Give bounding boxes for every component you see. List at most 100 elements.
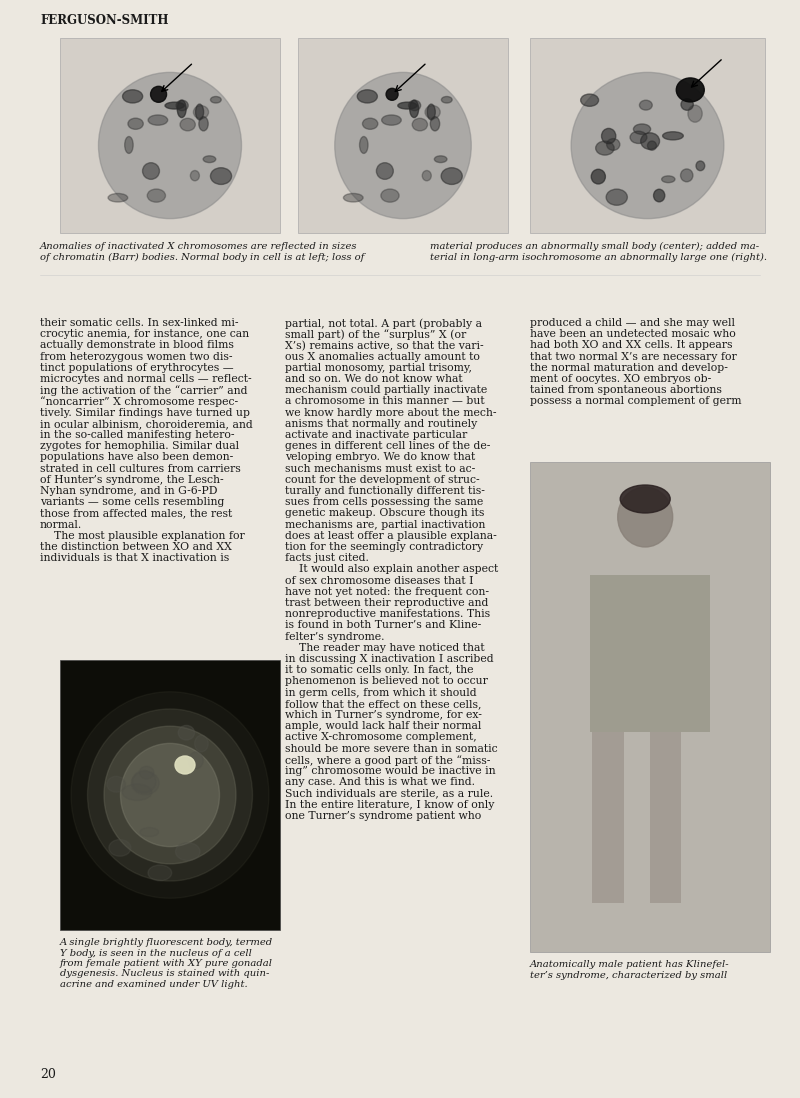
Ellipse shape [195, 104, 204, 120]
Ellipse shape [409, 100, 421, 111]
Ellipse shape [210, 97, 222, 103]
Ellipse shape [343, 193, 363, 202]
Ellipse shape [121, 743, 219, 847]
Ellipse shape [422, 170, 431, 181]
Text: The reader may have noticed that: The reader may have noticed that [285, 642, 485, 653]
Text: strated in cell cultures from carriers: strated in cell cultures from carriers [40, 463, 241, 473]
Ellipse shape [194, 105, 209, 119]
Text: sues from cells possessing the same: sues from cells possessing the same [285, 497, 483, 507]
Text: ing” chromosome would be inactive in: ing” chromosome would be inactive in [285, 766, 496, 776]
Text: the distinction between XO and XX: the distinction between XO and XX [40, 542, 232, 552]
Text: facts just cited.: facts just cited. [285, 553, 369, 563]
Ellipse shape [430, 116, 440, 131]
Ellipse shape [180, 119, 195, 131]
Text: tinct populations of erythrocytes —: tinct populations of erythrocytes — [40, 362, 234, 373]
Ellipse shape [203, 156, 216, 163]
Text: one Turner’s syndrome patient who: one Turner’s syndrome patient who [285, 810, 482, 821]
Ellipse shape [581, 94, 598, 107]
Bar [650, 731, 682, 903]
Text: a chromosome in this manner — but: a chromosome in this manner — but [285, 396, 485, 406]
Text: had both XO and XX cells. It appears: had both XO and XX cells. It appears [530, 340, 733, 350]
Text: “noncarrier” X chromosome respec-: “noncarrier” X chromosome respec- [40, 396, 238, 407]
Text: populations have also been demon-: populations have also been demon- [40, 452, 234, 462]
Text: tion for the seemingly contradictory: tion for the seemingly contradictory [285, 542, 483, 552]
Ellipse shape [618, 488, 673, 547]
Ellipse shape [630, 131, 647, 144]
Bar [530, 462, 770, 952]
Text: It would also explain another aspect: It would also explain another aspect [285, 564, 498, 574]
Text: FERGUSON-SMITH: FERGUSON-SMITH [40, 14, 169, 27]
Ellipse shape [647, 141, 657, 150]
Ellipse shape [148, 115, 168, 125]
Ellipse shape [382, 115, 402, 125]
Ellipse shape [654, 189, 665, 202]
Text: anisms that normally and routinely: anisms that normally and routinely [285, 418, 478, 429]
Ellipse shape [178, 100, 186, 117]
Text: actually demonstrate in blood films: actually demonstrate in blood films [40, 340, 234, 350]
Ellipse shape [639, 100, 652, 110]
Text: variants — some cells resembling: variants — some cells resembling [40, 497, 224, 507]
Ellipse shape [128, 119, 143, 130]
Bar [530, 38, 765, 233]
Text: veloping embryo. We do know that: veloping embryo. We do know that [285, 452, 475, 462]
Ellipse shape [602, 128, 616, 144]
Text: it to somatic cells only. In fact, the: it to somatic cells only. In fact, the [285, 665, 474, 675]
Text: crocytic anemia, for instance, one can: crocytic anemia, for instance, one can [40, 329, 249, 339]
Text: such mechanisms must exist to ac-: such mechanisms must exist to ac- [285, 463, 475, 473]
Ellipse shape [107, 776, 126, 793]
Text: those from affected males, the rest: those from affected males, the rest [40, 508, 232, 518]
Text: tively. Similar findings have turned up: tively. Similar findings have turned up [40, 407, 250, 417]
Text: ing the activation of the “carrier” and: ing the activation of the “carrier” and [40, 385, 247, 396]
Text: In the entire literature, I know of only: In the entire literature, I know of only [285, 799, 494, 809]
Text: X’s) remains active, so that the vari-: X’s) remains active, so that the vari- [285, 340, 484, 350]
Ellipse shape [634, 124, 650, 134]
Text: genes in different cell lines of the de-: genes in different cell lines of the de- [285, 441, 490, 451]
Ellipse shape [147, 189, 166, 202]
Text: is found in both Turner’s and Kline-: is found in both Turner’s and Kline- [285, 620, 482, 630]
Text: from heterozygous women two dis-: from heterozygous women two dis- [40, 351, 233, 361]
Ellipse shape [427, 104, 435, 120]
Text: follow that the effect on these cells,: follow that the effect on these cells, [285, 698, 482, 709]
Text: produced a child — and she may well: produced a child — and she may well [530, 318, 735, 328]
Ellipse shape [606, 138, 620, 150]
Text: microcytes and normal cells — reflect-: microcytes and normal cells — reflect- [40, 374, 252, 384]
Bar [592, 731, 624, 903]
Text: small part) of the “surplus” X (or: small part) of the “surplus” X (or [285, 329, 466, 340]
Ellipse shape [641, 133, 659, 149]
Text: in the so-called manifesting hetero-: in the so-called manifesting hetero- [40, 430, 234, 440]
Text: and so on. We do not know what: and so on. We do not know what [285, 374, 462, 384]
Text: their somatic cells. In sex-linked mi-: their somatic cells. In sex-linked mi- [40, 318, 238, 328]
Text: Y body, is seen in the nucleus of a cell: Y body, is seen in the nucleus of a cell [60, 949, 252, 957]
Ellipse shape [676, 78, 704, 102]
Text: mechanism could partially inactivate: mechanism could partially inactivate [285, 385, 487, 395]
Text: in ocular albinism, choroideremia, and: in ocular albinism, choroideremia, and [40, 418, 253, 429]
Ellipse shape [104, 726, 236, 864]
Ellipse shape [362, 119, 378, 130]
Text: of Hunter’s syndrome, the Lesch-: of Hunter’s syndrome, the Lesch- [40, 474, 224, 485]
Ellipse shape [662, 132, 683, 139]
Text: ter’s syndrome, characterized by small: ter’s syndrome, characterized by small [530, 971, 727, 979]
Text: A single brightly fluorescent body, termed: A single brightly fluorescent body, term… [60, 938, 273, 946]
Ellipse shape [98, 72, 242, 219]
Ellipse shape [150, 87, 166, 102]
Text: material produces an abnormally small body (center); added ma-
terial in long-ar: material produces an abnormally small bo… [430, 242, 767, 261]
Ellipse shape [606, 189, 627, 205]
Text: we know hardly more about the mech-: we know hardly more about the mech- [285, 407, 497, 417]
Text: ample, would lack half their normal: ample, would lack half their normal [285, 721, 482, 731]
Ellipse shape [434, 156, 447, 163]
Text: count for the development of struc-: count for the development of struc- [285, 474, 480, 485]
Ellipse shape [620, 485, 670, 513]
Ellipse shape [87, 709, 253, 881]
Ellipse shape [662, 176, 675, 182]
Ellipse shape [165, 102, 184, 109]
Ellipse shape [210, 168, 232, 184]
Ellipse shape [140, 828, 158, 837]
Ellipse shape [386, 88, 398, 100]
Ellipse shape [596, 141, 614, 155]
Text: turally and functionally different tis-: turally and functionally different tis- [285, 486, 485, 496]
Text: trast between their reproductive and: trast between their reproductive and [285, 598, 488, 608]
Text: of sex chromosome diseases that I: of sex chromosome diseases that I [285, 575, 474, 585]
Ellipse shape [334, 72, 471, 219]
Ellipse shape [199, 116, 208, 131]
Ellipse shape [189, 752, 203, 769]
